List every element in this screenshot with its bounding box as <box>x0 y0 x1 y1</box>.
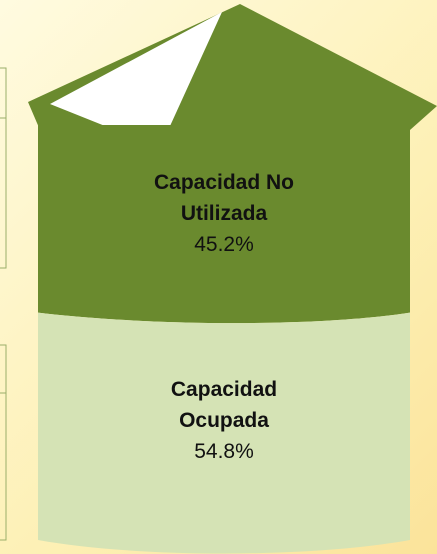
frame <box>0 344 7 541</box>
segment-label: Capacidad Ocupada 54.8% <box>124 374 324 467</box>
segment <box>38 125 410 324</box>
segment-label: Capacidad No Utilizada 45.2% <box>124 167 324 260</box>
value-label: 54.8% <box>194 440 254 464</box>
frame <box>0 67 7 269</box>
roof-window <box>50 12 222 148</box>
category-label: Capacidad Ocupada <box>170 378 278 433</box>
category-label: Capacidad No Utilizada <box>153 170 295 225</box>
segment <box>38 312 410 554</box>
value-label: 45.2% <box>194 232 254 256</box>
side-frames <box>0 67 7 541</box>
